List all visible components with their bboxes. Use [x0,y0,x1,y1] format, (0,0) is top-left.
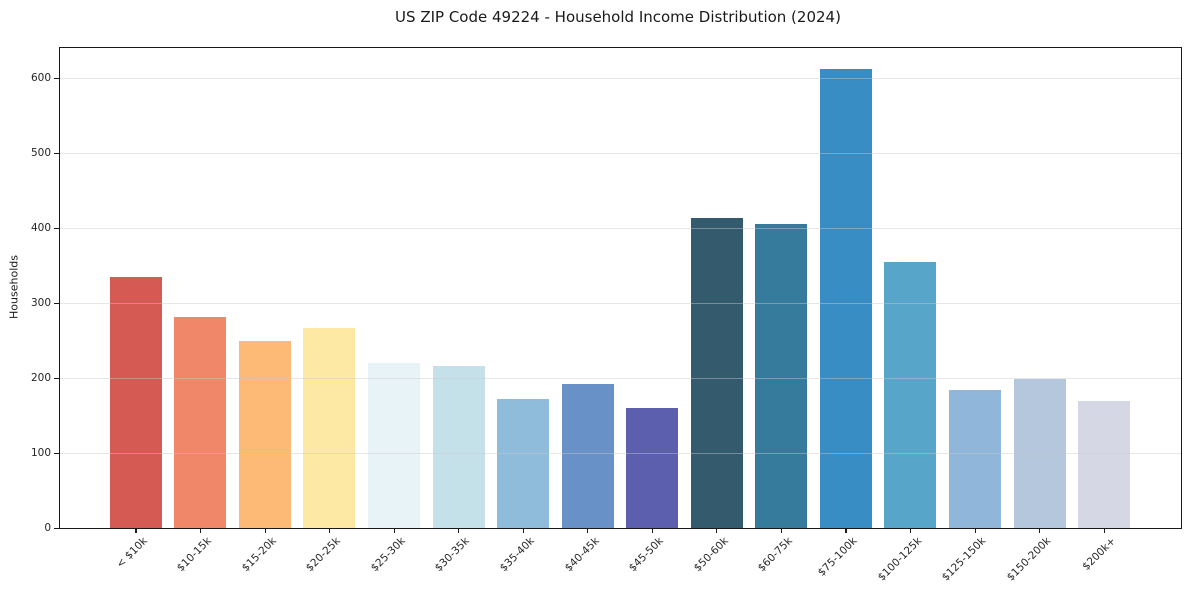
bar-$45-50k [626,408,679,528]
bar-$60-75k [755,223,808,528]
bar-$200k+ [1078,400,1130,528]
gridline-300 [60,302,1181,304]
bar-$35-40k [497,399,550,528]
gridline-400 [60,227,1181,229]
y-tick-mark-200 [54,377,60,379]
y-tick-label-300: 300 [30,297,51,310]
bar-$15-20k [238,340,291,528]
x-tick-label-$200k+: $200k+ [1079,535,1118,574]
x-tick-label-$100-125k: $100-125k [875,535,925,584]
y-axis-label: Households [7,255,21,319]
gridline-600 [60,77,1181,79]
x-tick-label-$45-50k: $45-50k [626,535,666,575]
y-tick-label-600: 600 [30,72,51,85]
x-tick-mark-$200k+ [1103,529,1105,534]
x-tick-mark-$50-60k [716,529,718,534]
bar-$40-45k [561,384,614,528]
bar-$50-60k [690,218,743,528]
x-tick-mark-$40-45k [587,529,589,534]
x-tick-label-$40-45k: $40-45k [562,535,602,575]
chart-title: US ZIP Code 49224 - Household Income Dis… [395,8,841,26]
y-tick-label-200: 200 [30,372,51,385]
x-tick-label-$25-30k: $25-30k [368,535,408,575]
x-tick-label-$20-25k: $20-25k [304,535,344,575]
x-tick-label-$15-20k: $15-20k [239,535,279,575]
bar-< $10k [109,276,162,528]
y-tick-mark-500 [54,152,60,154]
y-tick-mark-600 [54,77,60,79]
bar-$125-150k [948,390,1001,528]
x-tick-mark-$60-75k [780,529,783,534]
y-tick-label-100: 100 [30,447,51,460]
x-tick-label-$75-100k: $75-100k [815,535,860,580]
x-tick-mark-$20-25k [329,529,331,534]
x-tick-mark-$25-30k [393,529,395,534]
x-tick-label-$35-40k: $35-40k [497,535,537,575]
y-tick-label-0: 0 [44,522,51,535]
x-tick-mark-$75-100k [845,529,847,534]
x-tick-mark-$125-150k [974,529,976,534]
y-tick-mark-400 [54,227,60,229]
x-tick-label-$60-75k: $60-75k [755,535,795,575]
x-tick-label-< $10k: < $10k [113,535,150,571]
x-tick-mark-$100-125k [910,529,912,534]
x-tick-mark-$15-20k [264,529,266,534]
x-tick-label-$30-35k: $30-35k [433,535,473,575]
bar-$75-100k [819,69,872,528]
y-tick-label-400: 400 [30,222,51,235]
y-tick-mark-100 [54,452,60,454]
plot-area [59,47,1182,529]
x-tick-label-$125-150k: $125-150k [940,535,989,584]
gridline-100 [60,452,1181,454]
x-tick-label-$50-60k: $50-60k [691,535,731,575]
gridline-500 [60,152,1181,154]
x-tick-mark-< $10k [135,529,137,534]
gridline-200 [60,377,1181,379]
x-tick-mark-$35-40k [522,529,524,534]
y-tick-mark-300 [54,302,60,304]
x-tick-label-$10-15k: $10-15k [174,535,214,575]
y-tick-label-500: 500 [30,147,51,160]
bar-$25-30k [368,363,420,528]
x-tick-mark-$10-15k [200,529,202,534]
bar-$20-25k [303,327,356,528]
x-tick-mark-$150-200k [1039,529,1041,534]
bar-$30-35k [432,366,485,528]
x-tick-mark-$30-35k [458,529,460,534]
x-tick-mark-$45-50k [651,529,653,534]
bar-$10-15k [174,317,227,528]
y-tick-mark-0 [54,527,60,529]
bar-$100-125k [884,261,937,528]
x-tick-label-$150-200k: $150-200k [1004,535,1054,584]
bar-$150-200k [1013,378,1066,528]
